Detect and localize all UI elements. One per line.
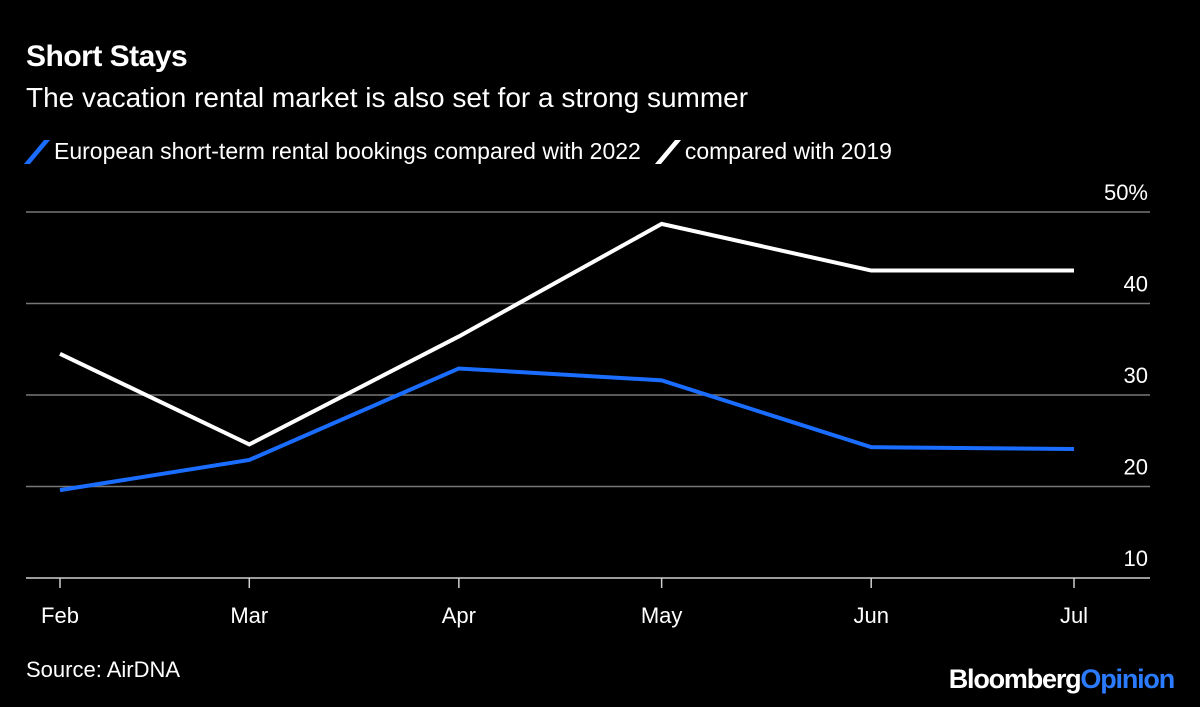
y-tick-label: 20 [1124, 455, 1148, 480]
bloomberg-opinion-logo: BloombergOpinion [948, 664, 1175, 694]
chart-title: Short Stays [26, 40, 188, 73]
y-tick-label: 30 [1124, 363, 1148, 388]
legend-label-2022: European short-term rental bookings comp… [54, 138, 641, 164]
x-tick-label: Jun [853, 603, 888, 628]
x-tick-label: Apr [442, 603, 476, 628]
legend-item-2019: compared with 2019 [654, 138, 892, 165]
legend: European short-term rental bookings comp… [23, 138, 908, 165]
chart-subtitle: The vacation rental market is also set f… [26, 82, 749, 113]
legend-item-2022: European short-term rental bookings comp… [23, 138, 641, 165]
x-tick-label: Jul [1060, 603, 1088, 628]
series-line-2019 [59, 221, 1074, 447]
x-tick-label: Feb [41, 603, 79, 628]
y-tick-label: 10 [1124, 546, 1148, 571]
source-note: Source: AirDNA [26, 657, 181, 682]
y-tick-label: 50% [1104, 180, 1148, 205]
x-tick-label: Mar [230, 603, 268, 628]
legend-label-2019: compared with 2019 [684, 138, 892, 164]
x-tick-label: May [641, 603, 683, 628]
series-line-2022 [59, 366, 1075, 493]
y-tick-label: 40 [1124, 272, 1148, 297]
